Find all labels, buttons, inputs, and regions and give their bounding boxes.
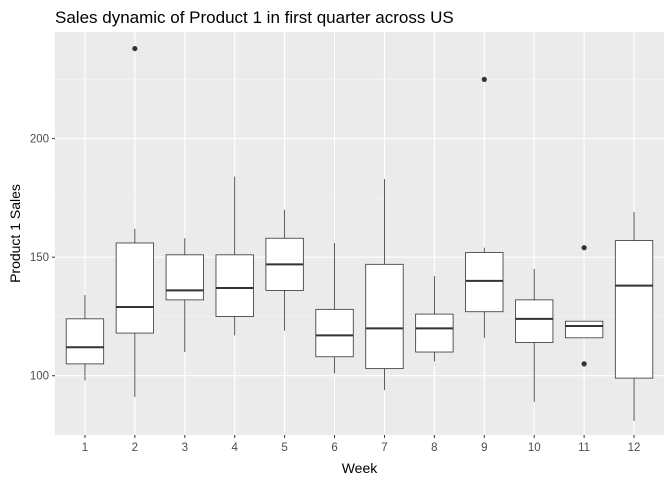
y-axis-title: Product 1 Sales xyxy=(7,184,23,283)
y-tick-label: 200 xyxy=(30,134,49,146)
x-axis: 1 2 3 4 5 6 7 8 9 10 11 12 xyxy=(82,435,641,454)
y-axis: 100 150 200 xyxy=(30,134,55,383)
box-week-1 xyxy=(65,295,105,381)
box-iqr xyxy=(365,263,404,370)
x-tick-label: 7 xyxy=(381,442,387,454)
box-iqr xyxy=(614,240,654,379)
x-tick-label: 2 xyxy=(132,442,138,454)
x-tick-label: 9 xyxy=(481,442,487,454)
box-week-9 xyxy=(465,76,504,338)
box-iqr xyxy=(565,320,604,339)
box-week-3 xyxy=(165,238,204,353)
x-tick-label: 5 xyxy=(281,442,287,454)
box-iqr xyxy=(465,252,504,313)
x-axis-title: Week xyxy=(342,460,379,476)
y-tick-label: 100 xyxy=(30,371,49,383)
outlier-point xyxy=(481,76,487,83)
outlier-point xyxy=(581,245,587,251)
box-series xyxy=(65,45,654,421)
x-tick-label: 10 xyxy=(528,442,541,454)
box-iqr xyxy=(165,254,204,301)
box-week-10 xyxy=(515,269,554,402)
x-tick-label: 4 xyxy=(232,442,239,454)
box-week-11 xyxy=(565,245,604,367)
box-week-8 xyxy=(415,276,454,362)
box-week-12 xyxy=(614,212,654,421)
x-tick-label: 1 xyxy=(82,442,88,454)
chart-title: Sales dynamic of Product 1 in first quar… xyxy=(55,8,454,27)
box-iqr xyxy=(415,313,454,353)
x-tick-label: 11 xyxy=(578,442,590,454)
box-week-5 xyxy=(265,209,304,331)
box-iqr xyxy=(115,242,154,334)
x-tick-label: 12 xyxy=(628,442,641,454)
box-week-7 xyxy=(365,178,404,390)
box-iqr xyxy=(65,318,105,365)
box-iqr xyxy=(515,299,554,343)
x-tick-label: 8 xyxy=(431,442,437,454)
outlier-point xyxy=(132,45,138,52)
x-tick-label: 6 xyxy=(331,442,337,454)
box-iqr xyxy=(215,254,254,317)
plot-panel xyxy=(55,32,664,435)
box-week-2 xyxy=(115,45,154,398)
x-tick-label: 3 xyxy=(182,442,188,454)
outlier-point xyxy=(581,361,587,367)
box-week-6 xyxy=(315,242,354,374)
box-iqr xyxy=(315,308,354,358)
box-week-4 xyxy=(215,176,254,336)
y-tick-label: 150 xyxy=(30,252,49,264)
